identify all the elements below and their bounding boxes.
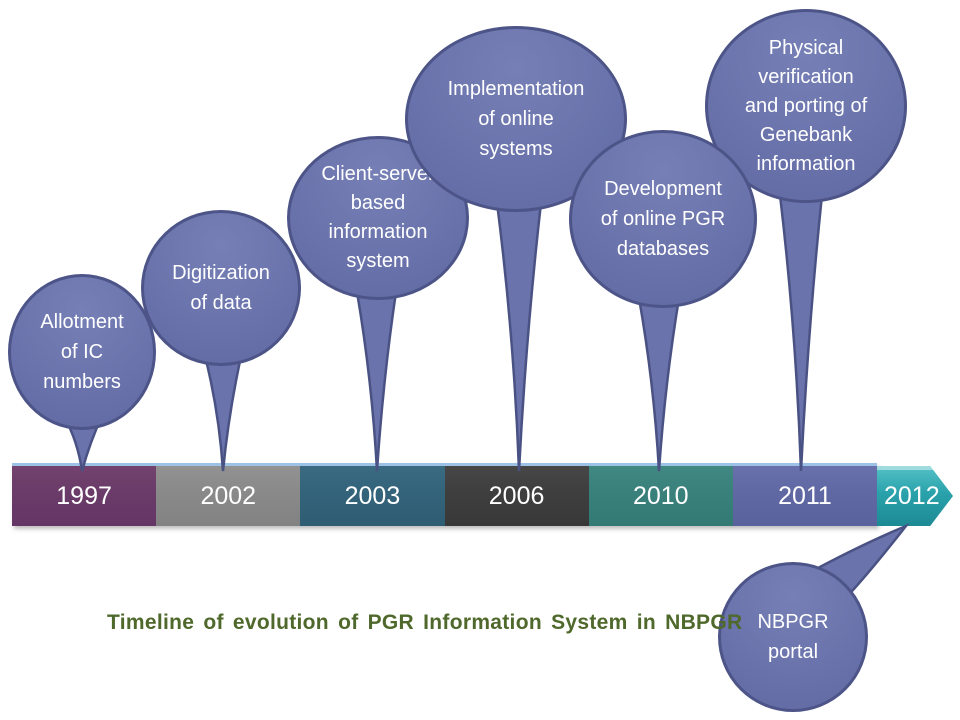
callout-development-online-pgr-databases: Development of online PGR databases bbox=[569, 130, 757, 308]
callout-tail-2002 bbox=[202, 350, 244, 472]
callout-text: Development of online PGR databases bbox=[600, 178, 726, 260]
callout-text: Digitization of data bbox=[172, 262, 270, 314]
callout-tail-2006 bbox=[495, 201, 543, 472]
timeline-arrow-2012: 2012 bbox=[877, 466, 953, 526]
callout-text: Implementation of online systems bbox=[447, 78, 585, 160]
timeline-segment-2011: 2011 bbox=[732, 463, 878, 526]
callout-tail-2003 bbox=[355, 290, 398, 472]
callout-text: Allotment of IC numbers bbox=[40, 311, 124, 393]
timeline-segment-1997: 1997 bbox=[12, 463, 157, 526]
callout-text: Client-server based information system bbox=[321, 163, 435, 272]
timeline-segment-2003: 2003 bbox=[300, 463, 445, 526]
callout-allotment-ic-numbers: Allotment of IC numbers bbox=[8, 274, 156, 430]
year-label: 2006 bbox=[488, 481, 545, 510]
callout-implementation-online-systems: Implementation of online systems bbox=[405, 26, 627, 212]
year-label: 2003 bbox=[344, 481, 401, 510]
callout-digitization-of-data: Digitization of data bbox=[141, 210, 301, 366]
timeline-segment-2010: 2010 bbox=[588, 463, 733, 526]
timeline-bar: 1997 2002 2003 2006 2010 2011 bbox=[12, 463, 878, 526]
year-label: 2002 bbox=[200, 481, 257, 510]
caption-title: Timeline of evolution of PGR Information… bbox=[107, 611, 743, 634]
callout-text: Physical verification and porting of Gen… bbox=[744, 36, 868, 175]
timeline-segment-2002: 2002 bbox=[156, 463, 301, 526]
callout-nbpgr-portal: NBPGR portal bbox=[718, 562, 868, 712]
timeline-segment-2006: 2006 bbox=[444, 463, 589, 526]
year-label: 2011 bbox=[778, 481, 832, 510]
callout-tail-2010 bbox=[637, 296, 681, 472]
year-label: 2012 bbox=[884, 481, 940, 510]
callout-tail-2011 bbox=[778, 193, 824, 472]
year-label: 1997 bbox=[56, 481, 112, 510]
year-label: 2010 bbox=[632, 481, 689, 510]
callout-text: NBPGR portal bbox=[757, 611, 829, 663]
